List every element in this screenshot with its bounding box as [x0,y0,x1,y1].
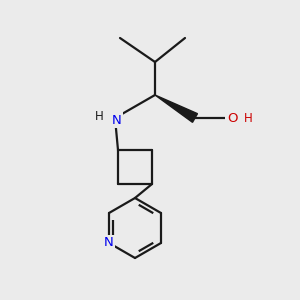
Text: H: H [244,112,252,124]
Polygon shape [155,95,197,122]
Text: H: H [94,110,103,122]
Text: N: N [112,113,122,127]
Text: O: O [227,112,237,124]
Text: N: N [104,236,114,250]
